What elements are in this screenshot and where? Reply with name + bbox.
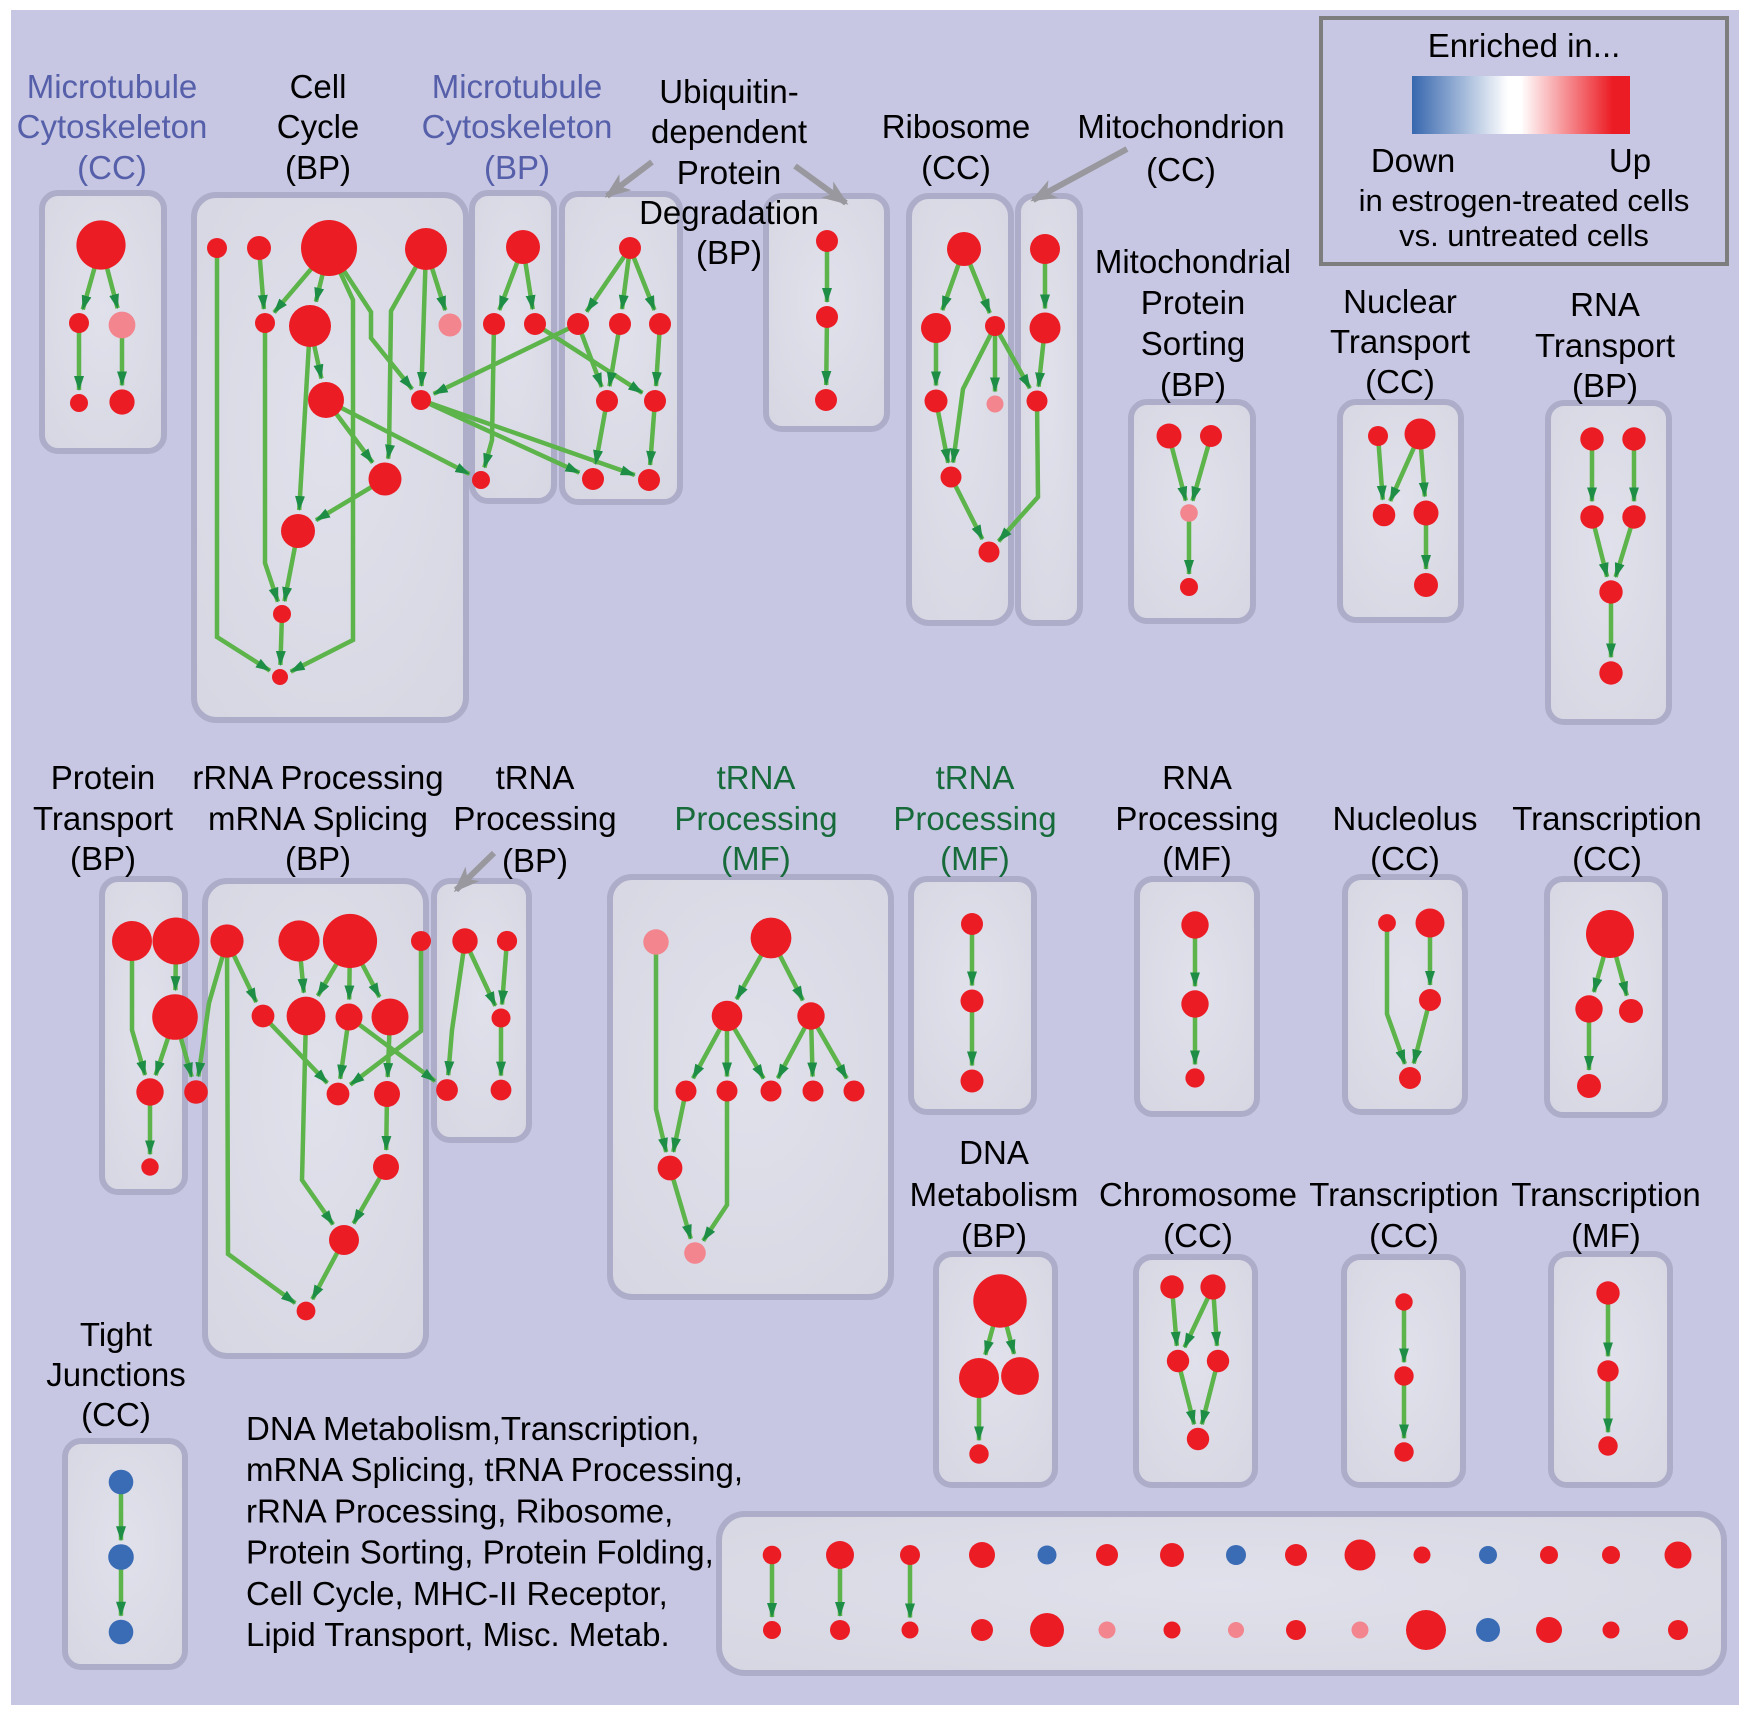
svg-text:Protein Sorting, Protein Foldi: Protein Sorting, Protein Folding, xyxy=(246,1534,714,1571)
svg-text:Transport: Transport xyxy=(33,800,173,837)
svg-text:RNA: RNA xyxy=(1162,759,1232,796)
svg-text:Sorting: Sorting xyxy=(1141,325,1246,362)
svg-text:(BP): (BP) xyxy=(285,149,351,186)
svg-text:Transcription: Transcription xyxy=(1511,1176,1701,1213)
svg-text:(CC): (CC) xyxy=(1163,1217,1233,1254)
svg-text:Metabolism: Metabolism xyxy=(910,1176,1079,1213)
svg-text:(CC): (CC) xyxy=(1369,1217,1439,1254)
svg-text:(BP): (BP) xyxy=(484,149,550,186)
svg-text:(BP): (BP) xyxy=(1572,367,1638,404)
svg-text:rRNA Processing, Ribosome,: rRNA Processing, Ribosome, xyxy=(246,1492,673,1529)
svg-text:(MF): (MF) xyxy=(1162,840,1232,877)
svg-text:(CC): (CC) xyxy=(1146,151,1216,188)
svg-text:DNA: DNA xyxy=(959,1134,1029,1171)
svg-text:(BP): (BP) xyxy=(70,840,136,877)
svg-text:Lipid Transport, Misc. Metab.: Lipid Transport, Misc. Metab. xyxy=(246,1616,670,1653)
svg-text:Processing: Processing xyxy=(674,800,837,837)
svg-text:Transport: Transport xyxy=(1330,323,1470,360)
svg-text:Microtubule: Microtubule xyxy=(27,68,198,105)
svg-text:in estrogen-treated cells: in estrogen-treated cells xyxy=(1359,183,1690,218)
svg-text:Protein: Protein xyxy=(677,154,782,191)
svg-text:Junctions: Junctions xyxy=(46,1356,185,1393)
svg-text:Down: Down xyxy=(1371,142,1455,179)
svg-text:Mitochondrial: Mitochondrial xyxy=(1095,243,1291,280)
svg-text:(BP): (BP) xyxy=(285,840,351,877)
svg-text:(CC): (CC) xyxy=(921,149,991,186)
svg-text:(BP): (BP) xyxy=(696,234,762,271)
svg-text:Cycle: Cycle xyxy=(277,108,360,145)
svg-text:(CC): (CC) xyxy=(77,149,147,186)
svg-text:Nucleolus: Nucleolus xyxy=(1333,800,1478,837)
svg-text:Protein: Protein xyxy=(1141,284,1246,321)
svg-text:DNA Metabolism,Transcription,: DNA Metabolism,Transcription, xyxy=(246,1410,700,1447)
svg-text:rRNA Processing: rRNA Processing xyxy=(192,759,443,796)
svg-text:Cell Cycle, MHC-II Receptor,: Cell Cycle, MHC-II Receptor, xyxy=(246,1575,668,1612)
svg-text:Processing: Processing xyxy=(893,800,1056,837)
svg-text:(MF): (MF) xyxy=(940,840,1010,877)
svg-text:Microtubule: Microtubule xyxy=(432,68,603,105)
svg-text:(CC): (CC) xyxy=(1370,840,1440,877)
svg-text:vs. untreated cells: vs. untreated cells xyxy=(1399,218,1649,253)
svg-text:Protein: Protein xyxy=(51,759,156,796)
svg-text:tRNA: tRNA xyxy=(717,759,796,796)
svg-text:Ubiquitin-: Ubiquitin- xyxy=(659,73,798,110)
svg-text:(CC): (CC) xyxy=(81,1396,151,1433)
svg-text:(BP): (BP) xyxy=(961,1217,1027,1254)
svg-text:(BP): (BP) xyxy=(1160,366,1226,403)
svg-text:Transcription: Transcription xyxy=(1309,1176,1499,1213)
svg-text:(MF): (MF) xyxy=(721,840,791,877)
svg-text:(CC): (CC) xyxy=(1365,363,1435,400)
svg-text:mRNA Splicing, tRNA Processing: mRNA Splicing, tRNA Processing, xyxy=(246,1451,743,1488)
svg-text:tRNA: tRNA xyxy=(496,759,575,796)
svg-text:tRNA: tRNA xyxy=(936,759,1015,796)
svg-text:Ribosome: Ribosome xyxy=(882,108,1031,145)
svg-text:mRNA Splicing: mRNA Splicing xyxy=(208,800,428,837)
svg-text:RNA: RNA xyxy=(1570,286,1640,323)
svg-text:Chromosome: Chromosome xyxy=(1099,1176,1297,1213)
svg-text:Up: Up xyxy=(1609,142,1651,179)
svg-text:(BP): (BP) xyxy=(502,842,568,879)
svg-text:Degradation: Degradation xyxy=(639,194,819,231)
svg-text:Nuclear: Nuclear xyxy=(1343,283,1457,320)
svg-text:Mitochondrion: Mitochondrion xyxy=(1077,108,1284,145)
svg-text:dependent: dependent xyxy=(651,113,807,150)
svg-text:(MF): (MF) xyxy=(1571,1217,1641,1254)
svg-text:Cell: Cell xyxy=(290,68,347,105)
svg-text:Tight: Tight xyxy=(80,1316,152,1353)
svg-text:Enriched in...: Enriched in... xyxy=(1428,27,1621,64)
svg-text:Processing: Processing xyxy=(1115,800,1278,837)
svg-text:Cytoskeleton: Cytoskeleton xyxy=(422,108,613,145)
svg-text:(CC): (CC) xyxy=(1572,840,1642,877)
svg-text:Cytoskeleton: Cytoskeleton xyxy=(17,108,208,145)
svg-text:Transport: Transport xyxy=(1535,327,1675,364)
svg-text:Transcription: Transcription xyxy=(1512,800,1702,837)
svg-text:Processing: Processing xyxy=(453,800,616,837)
